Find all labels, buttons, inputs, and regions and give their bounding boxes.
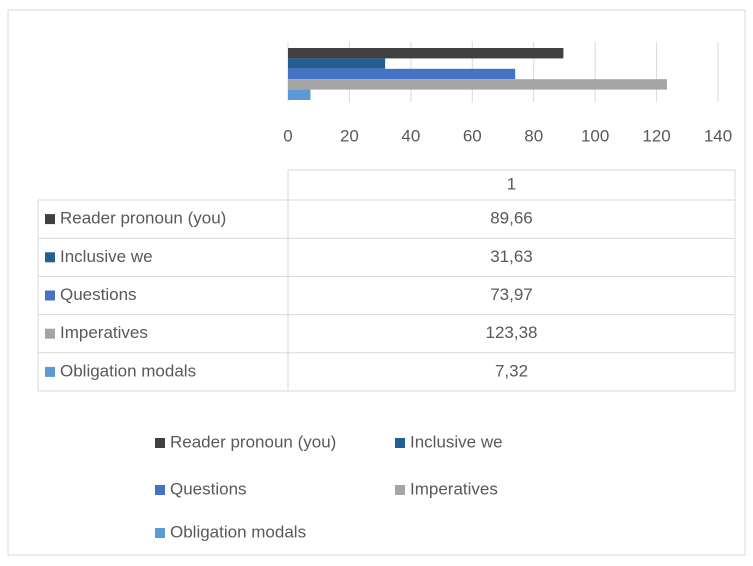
- table-value: 73,97: [490, 285, 533, 304]
- table-row-label: Imperatives: [60, 323, 148, 342]
- legend-label: Questions: [170, 479, 247, 498]
- table-row-label: Obligation modals: [60, 361, 196, 380]
- legend-label: Obligation modals: [170, 522, 306, 541]
- legend-key: [45, 290, 55, 301]
- legend-key: [45, 214, 55, 225]
- x-tick-label: 140: [704, 126, 732, 145]
- x-tick-label: 20: [340, 126, 359, 145]
- legend-key: [395, 485, 405, 495]
- x-tick-label: 80: [524, 126, 543, 145]
- legend-key: [395, 438, 405, 448]
- legend-key: [155, 438, 165, 448]
- table-value: 89,66: [490, 209, 533, 228]
- bar: [288, 58, 386, 69]
- bar: [288, 89, 311, 100]
- chart-area: [7, 9, 746, 556]
- table-row-label: Inclusive we: [60, 247, 153, 266]
- x-tick-label: 40: [401, 126, 420, 145]
- table-value: 31,63: [490, 247, 533, 266]
- legend-key: [45, 328, 55, 339]
- legend-label: Inclusive we: [410, 432, 503, 451]
- bar: [288, 68, 516, 80]
- x-tick-label: 60: [463, 126, 482, 145]
- table-value: 7,32: [495, 361, 528, 380]
- table-row-label: Reader pronoun (you): [60, 209, 226, 228]
- legend-key: [45, 252, 55, 263]
- legend-key: [45, 366, 55, 377]
- x-tick-label: 0: [283, 126, 292, 145]
- table-value: 123,38: [486, 323, 538, 342]
- bar: [288, 48, 564, 59]
- legend-label: Reader pronoun (you): [170, 432, 336, 451]
- bar: [288, 79, 667, 90]
- table-row-label: Questions: [60, 285, 137, 304]
- legend-key: [155, 485, 165, 495]
- legend-label: Imperatives: [410, 479, 498, 498]
- table-header: 1: [507, 174, 516, 193]
- legend-key: [155, 528, 165, 538]
- x-tick-label: 100: [581, 126, 609, 145]
- x-tick-label: 120: [642, 126, 670, 145]
